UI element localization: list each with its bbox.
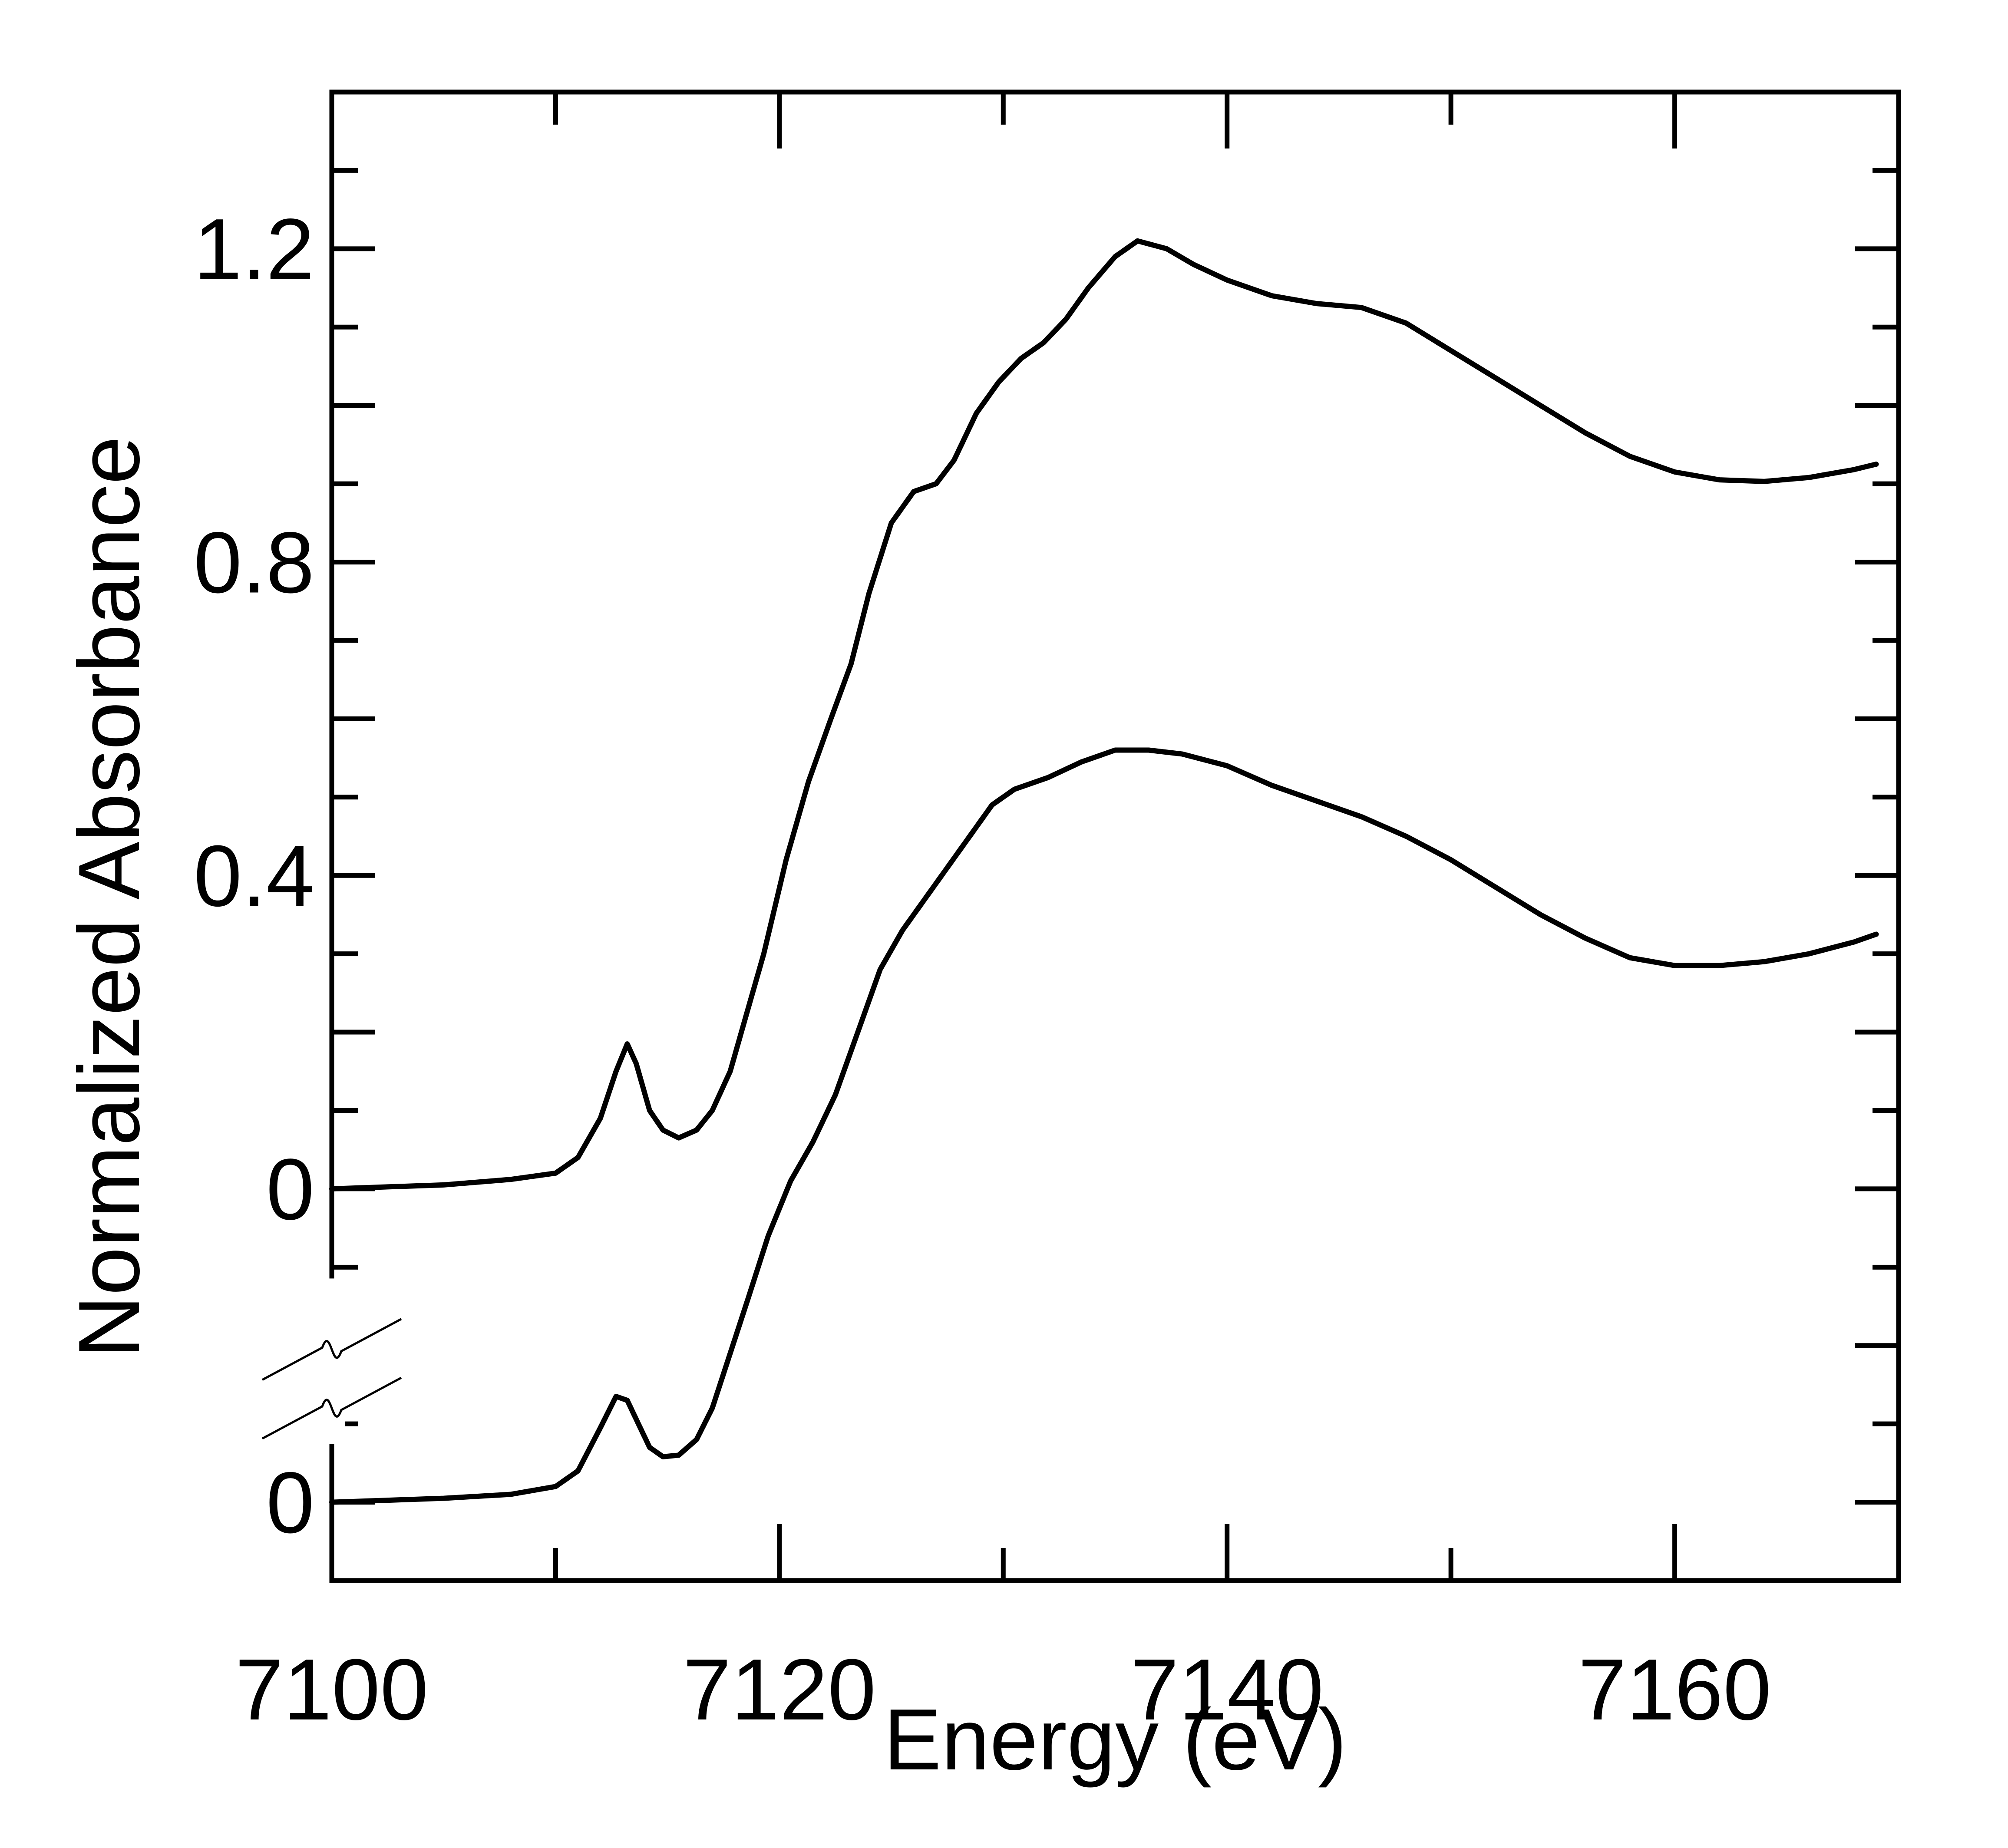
x-tick-label: 7140 bbox=[1130, 1641, 1324, 1738]
x-tick-label: 7100 bbox=[235, 1641, 429, 1738]
x-tick-label: 7120 bbox=[683, 1641, 876, 1738]
x-tick-label: 7160 bbox=[1578, 1641, 1771, 1738]
y-tick-label: 1.2 bbox=[194, 201, 314, 298]
plot-frame bbox=[329, 89, 1901, 1583]
y-axis-title: Normalized Absorbance bbox=[61, 436, 158, 1358]
series-line-upper bbox=[329, 238, 1879, 1191]
axis-break-gap bbox=[319, 1278, 345, 1444]
y-tick-label: 0.4 bbox=[194, 828, 314, 924]
axis-break-slash bbox=[261, 1376, 402, 1440]
ticks bbox=[332, 92, 1899, 1581]
x-axis-title: Energy (eV) bbox=[883, 1691, 1347, 1788]
y-tick-label: 0.8 bbox=[194, 515, 314, 611]
axis-break-slash bbox=[261, 1318, 402, 1381]
y-tick-label-secondary-zero: 0 bbox=[266, 1455, 314, 1551]
series-line-lower bbox=[329, 747, 1879, 1505]
series-group bbox=[329, 238, 1879, 1505]
axis-break-marker bbox=[261, 1278, 402, 1444]
labels: 7100 7120 7140 7160 0 0.4 0.8 1.2 0 bbox=[194, 201, 1771, 1738]
y-tick-label: 0 bbox=[266, 1141, 314, 1238]
